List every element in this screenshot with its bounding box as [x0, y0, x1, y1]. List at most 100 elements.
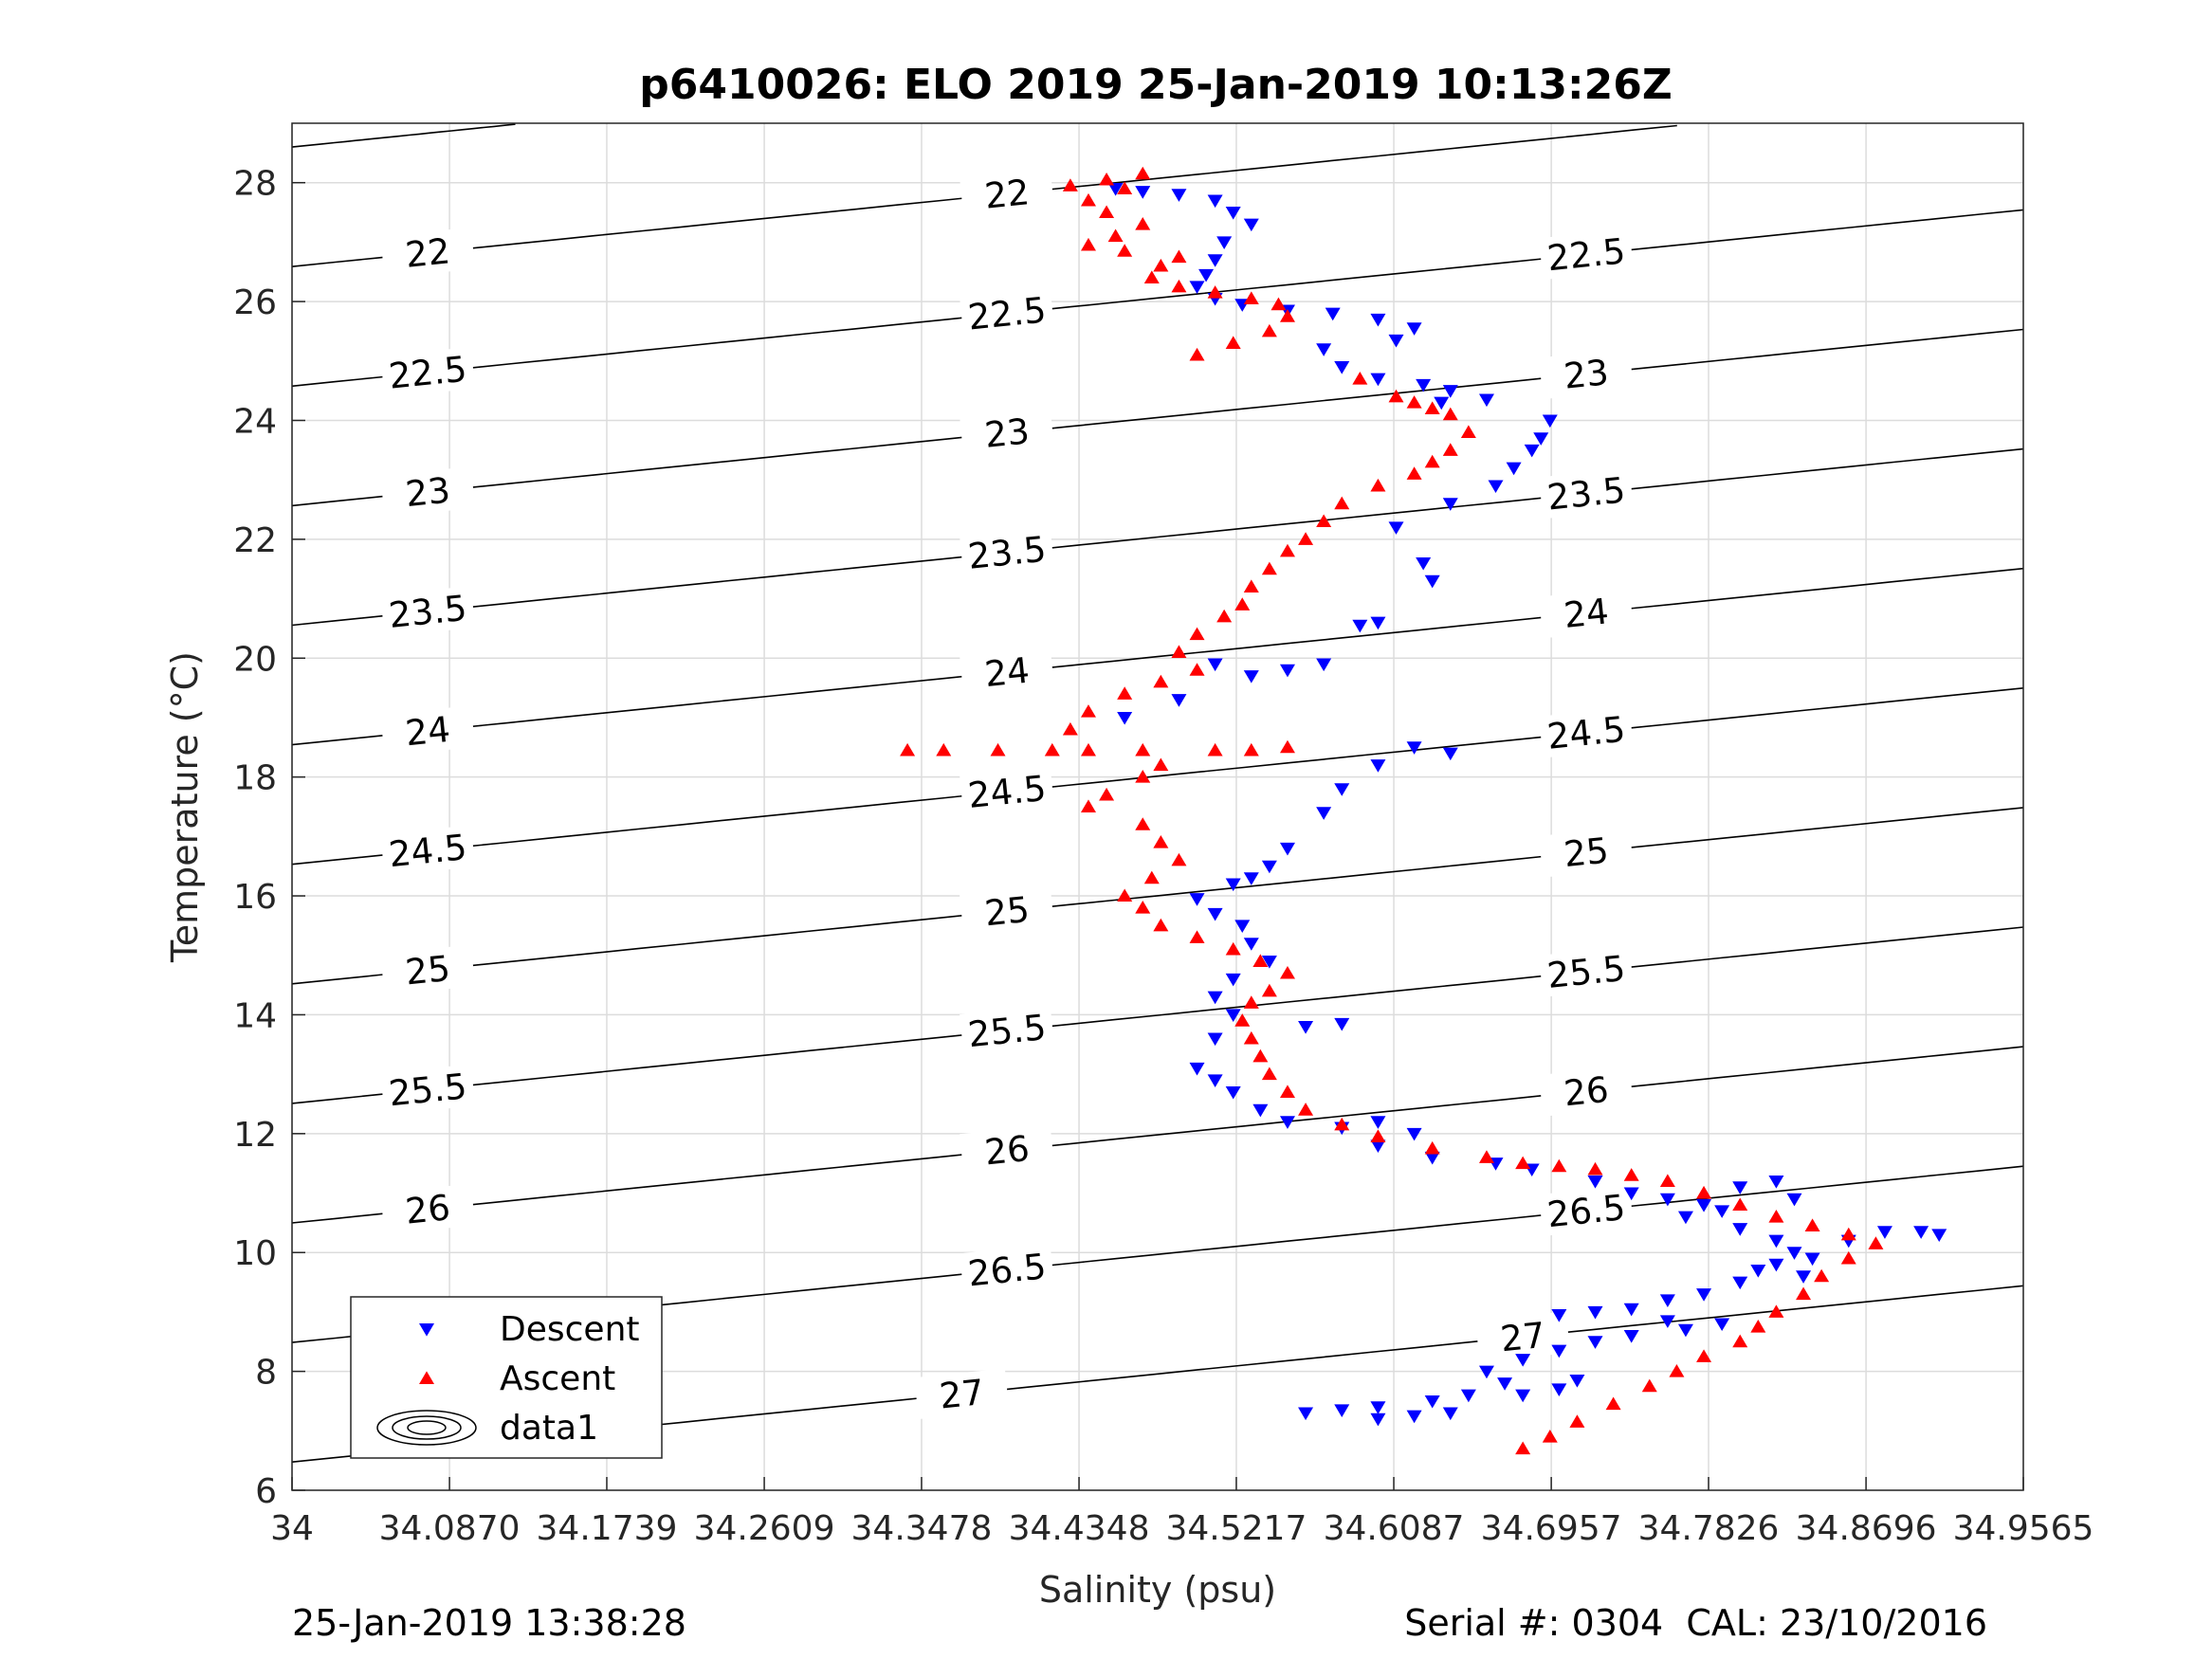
ascent-point	[1143, 870, 1160, 884]
contour-label: 22.5	[387, 349, 468, 397]
descent-point	[1750, 1265, 1766, 1278]
descent-point	[1442, 385, 1458, 398]
contour-label-bg	[960, 766, 1055, 817]
descent-point	[1207, 907, 1223, 921]
descent-point	[1406, 741, 1422, 755]
descent-point	[1876, 1226, 1892, 1239]
descent-point	[1796, 1270, 1812, 1284]
descent-point	[1913, 1226, 1929, 1239]
ascent-point	[1515, 1156, 1531, 1170]
ascent-point	[1189, 663, 1205, 676]
descent-point	[1478, 1365, 1494, 1379]
descent-point	[1298, 1407, 1314, 1421]
contour-label-bg	[1475, 1311, 1571, 1362]
contour-label: 23.5	[966, 529, 1048, 577]
ascent-point	[1388, 389, 1404, 403]
descent-point	[1279, 842, 1295, 856]
ascent-point	[1234, 597, 1251, 611]
ascent-point	[1189, 930, 1205, 943]
descent-point	[1388, 334, 1404, 348]
x-tick-label: 34.7826	[1638, 1509, 1780, 1548]
contour-label: 23	[404, 470, 452, 516]
descent-point	[1189, 893, 1205, 906]
descent-point	[1370, 1401, 1386, 1414]
x-tick-label: 34.6957	[1481, 1509, 1622, 1548]
ascent-point	[1044, 742, 1060, 757]
contour-label: 23.5	[1545, 469, 1627, 518]
ascent-point	[1261, 323, 1277, 337]
descent-point	[1207, 658, 1223, 672]
ascent-point	[1696, 1185, 1712, 1199]
contour-label-bg	[380, 1064, 476, 1116]
descent-point	[1171, 189, 1187, 202]
ascent-point	[1243, 1030, 1259, 1045]
descent-point	[1478, 393, 1494, 408]
descent-point	[1768, 1175, 1784, 1189]
descent-point	[1316, 658, 1332, 672]
contour-label-bg	[380, 944, 476, 995]
ascent-point	[1171, 852, 1187, 866]
isopycnal-23	[291, 328, 2024, 507]
descent-point	[1424, 1151, 1440, 1165]
contour-label: 25	[1562, 830, 1610, 876]
ascent-point	[1171, 249, 1187, 264]
plot-box	[291, 122, 2024, 1491]
descent-point	[1234, 920, 1251, 933]
descent-point	[1225, 207, 1241, 220]
descent-point	[1406, 1127, 1422, 1141]
descent-point	[1515, 1389, 1531, 1403]
ascent-point	[1279, 965, 1295, 979]
contour-label-bg	[960, 647, 1055, 698]
descent-point	[1659, 1294, 1675, 1307]
descent-point	[1370, 1413, 1386, 1427]
ascent-point	[1696, 1349, 1712, 1362]
descent-point	[1261, 860, 1277, 874]
ascent-point	[1515, 1441, 1531, 1455]
contour-label-bg	[960, 526, 1055, 578]
descent-point	[1506, 462, 1522, 476]
y-tick-label: 16	[233, 878, 277, 917]
contour-label: 25.5	[387, 1066, 468, 1114]
legend-label: Descent	[500, 1310, 640, 1349]
contour-label: 26.5	[1545, 1187, 1627, 1235]
descent-point	[1551, 1344, 1567, 1358]
contour-label-bg	[960, 885, 1055, 937]
legend-contour-icon	[407, 1420, 447, 1435]
legend-marker-descent	[419, 1323, 434, 1337]
ascent-point	[1143, 270, 1160, 284]
contour-label-bg	[1538, 587, 1634, 639]
ascent-point	[1252, 1048, 1269, 1063]
descent-point	[1786, 1247, 1802, 1260]
y-tick-label: 22	[233, 521, 277, 560]
descent-point	[1542, 414, 1558, 428]
contour-label: 26	[1562, 1069, 1610, 1115]
contour-label-bg	[1538, 827, 1634, 878]
x-tick-label: 34.1739	[537, 1509, 678, 1548]
ascent-point	[1442, 443, 1458, 456]
contour-label-bg	[960, 1244, 1055, 1296]
isopycnal-22.5	[291, 209, 2024, 388]
y-tick-label: 8	[255, 1354, 277, 1393]
contour-label-bg	[380, 466, 476, 518]
isopycnal-24	[291, 567, 2024, 746]
descent-point	[1416, 378, 1432, 392]
descent-point	[1370, 313, 1386, 327]
descent-point	[1370, 616, 1386, 630]
descent-point	[1117, 711, 1133, 725]
contour-label: 23.5	[387, 588, 468, 636]
descent-point	[1515, 1354, 1531, 1367]
descent-point	[1442, 747, 1458, 761]
descent-point	[1334, 1017, 1350, 1031]
contour-label-bg	[380, 1183, 476, 1235]
ascent-point	[1551, 1158, 1567, 1173]
y-axis-label: Temperature (°C)	[164, 651, 206, 963]
ascent-point	[1225, 941, 1241, 956]
isopycnal-21.5	[291, 123, 516, 148]
descent-point	[1198, 268, 1215, 283]
ascent-point	[1099, 172, 1115, 186]
descent-point	[1442, 498, 1458, 511]
x-tick-label: 34.6087	[1324, 1509, 1465, 1548]
ascent-point	[1153, 918, 1169, 932]
descent-point	[1279, 1116, 1295, 1129]
ascent-point	[1641, 1378, 1657, 1393]
